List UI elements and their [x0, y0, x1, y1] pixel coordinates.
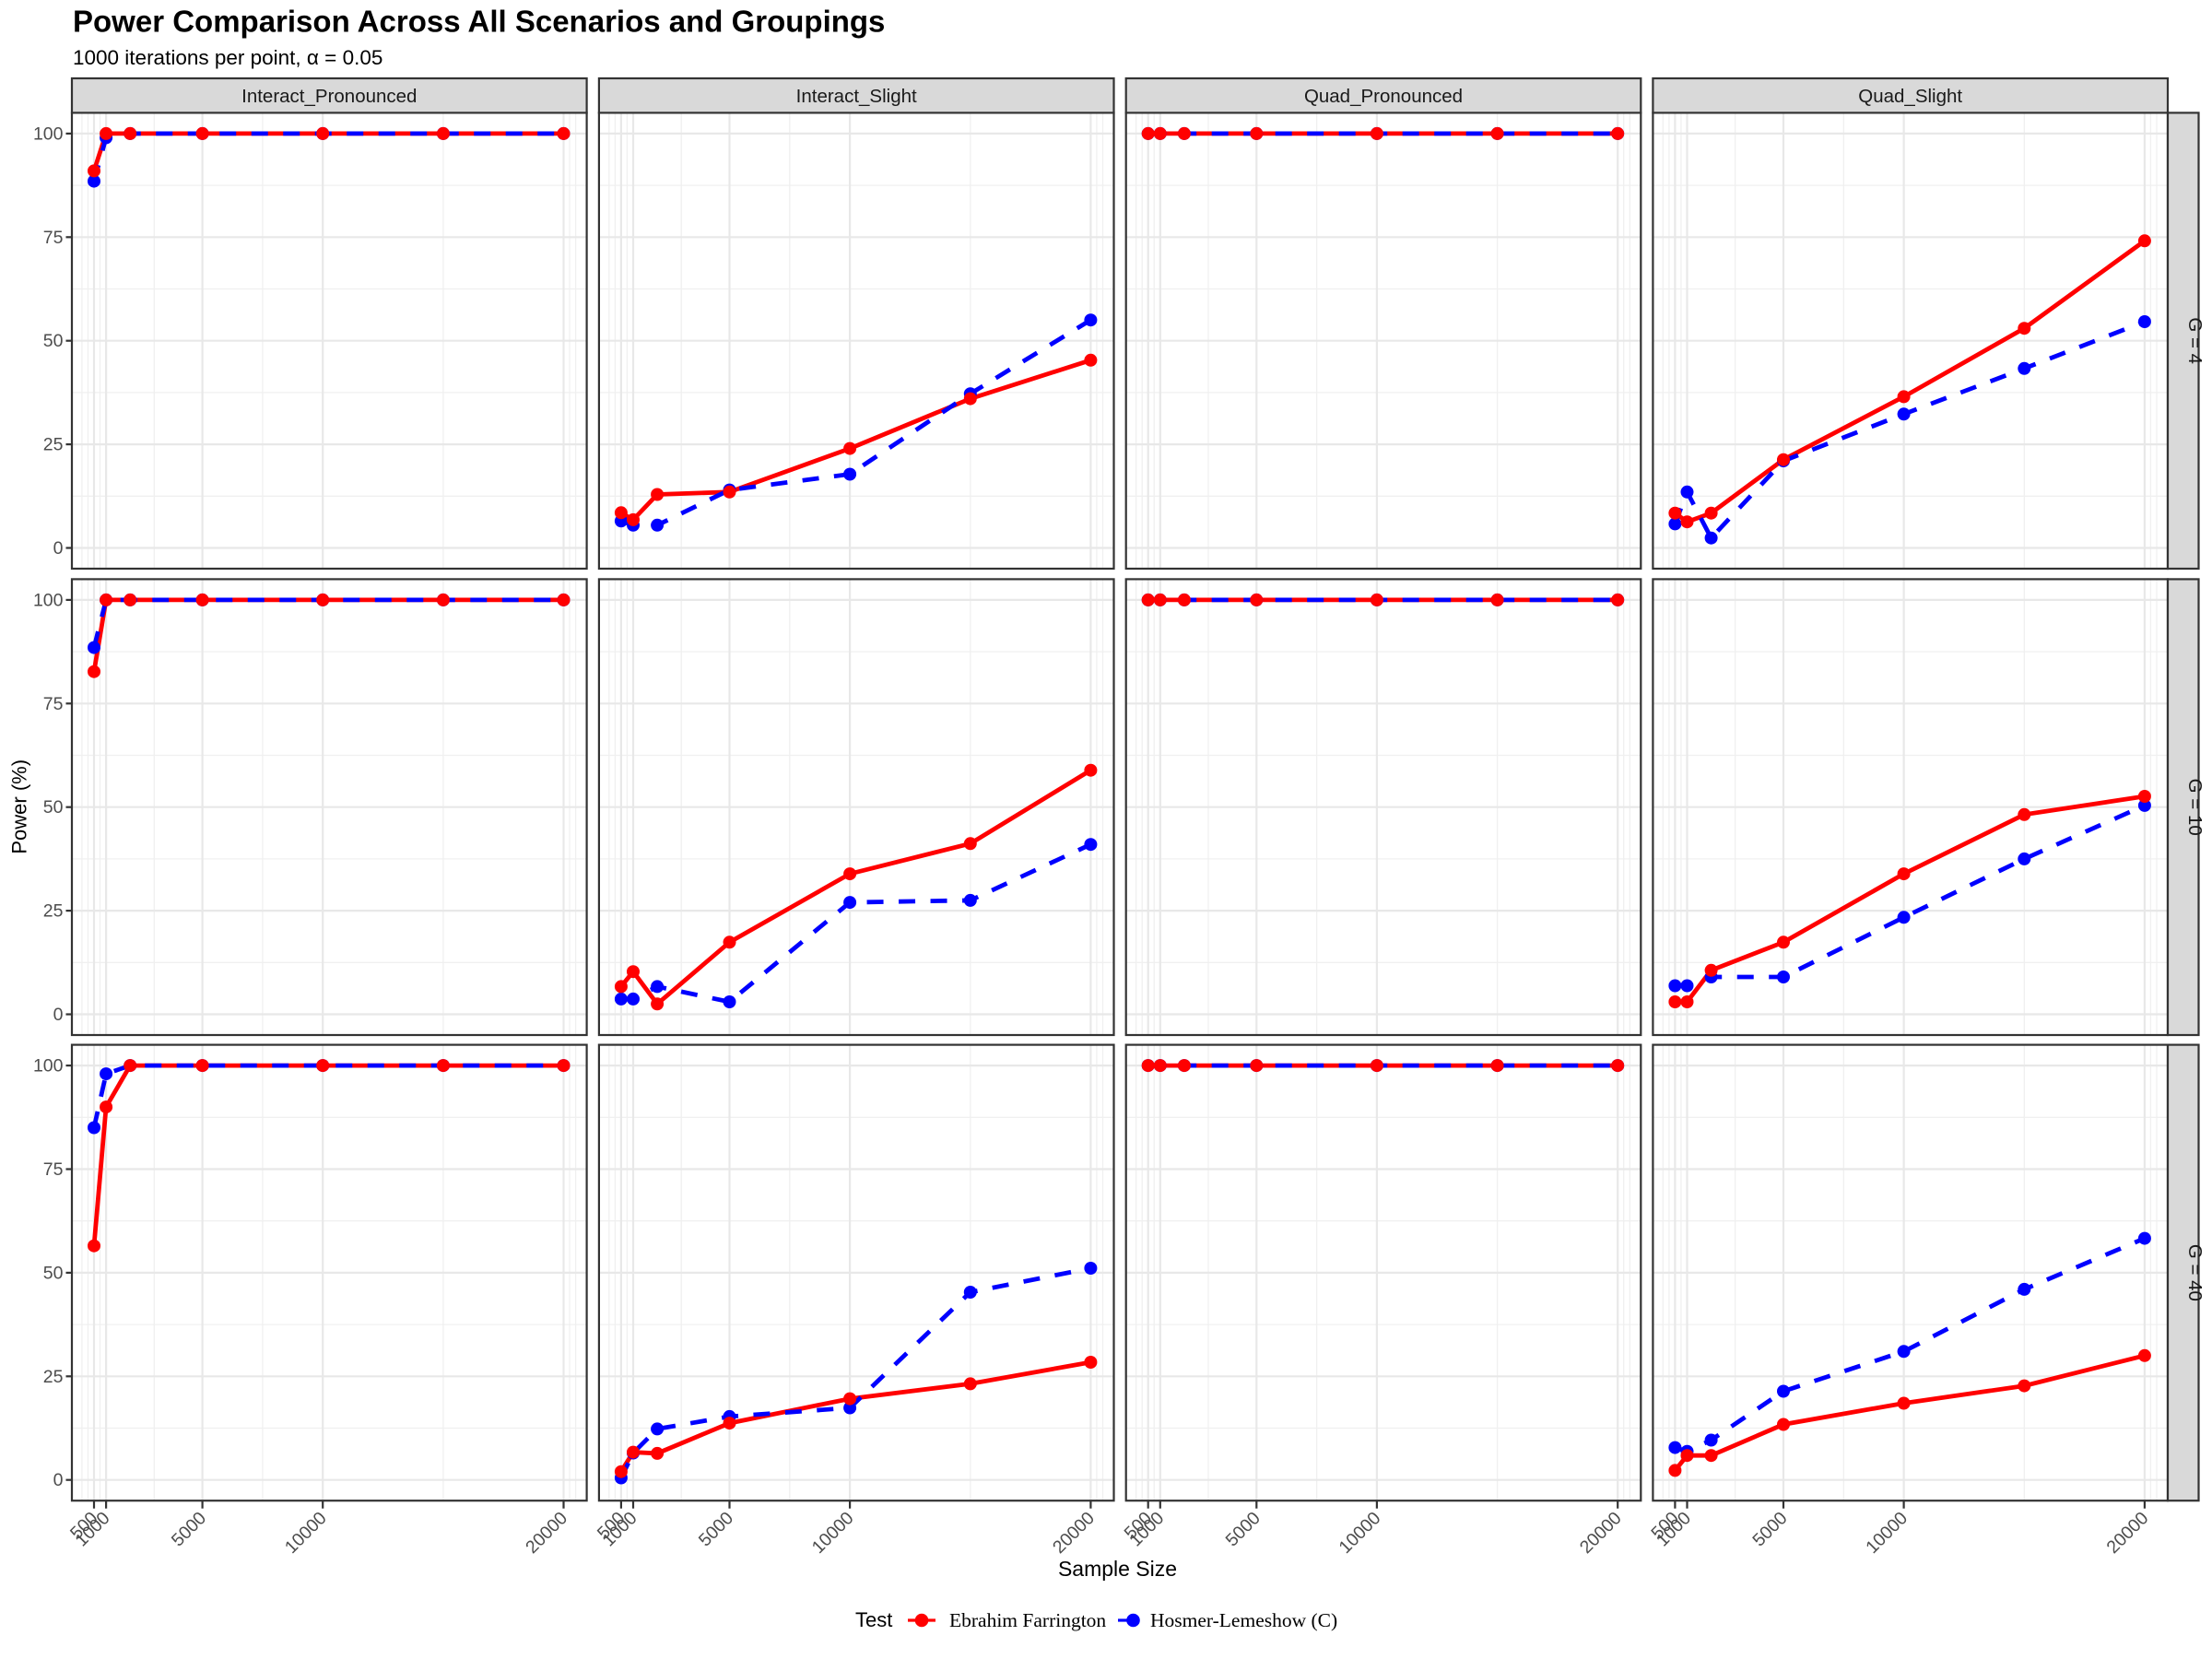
- svg-text:50: 50: [43, 1263, 64, 1283]
- svg-text:100: 100: [33, 590, 64, 610]
- svg-text:Quad_Pronounced: Quad_Pronounced: [1304, 86, 1463, 107]
- svg-text:25: 25: [43, 1367, 64, 1387]
- svg-text:Sample Size: Sample Size: [1058, 1557, 1177, 1581]
- svg-text:1000 iterations per point, α =: 1000 iterations per point, α = 0.05: [73, 46, 382, 69]
- svg-text:100: 100: [33, 124, 64, 144]
- svg-text:Interact_Pronounced: Interact_Pronounced: [241, 86, 417, 107]
- svg-text:Hosmer-Lemeshow (C): Hosmer-Lemeshow (C): [1150, 1609, 1337, 1631]
- svg-text:0: 0: [53, 1005, 64, 1025]
- svg-text:G = 40: G = 40: [2184, 1244, 2206, 1301]
- svg-text:75: 75: [43, 1159, 64, 1180]
- svg-text:0: 0: [53, 1470, 64, 1490]
- svg-text:Power Comparison Across All Sc: Power Comparison Across All Scenarios an…: [73, 5, 885, 39]
- svg-text:50: 50: [43, 797, 64, 818]
- svg-text:100: 100: [33, 1056, 64, 1077]
- svg-text:25: 25: [43, 901, 64, 922]
- svg-text:Test: Test: [855, 1608, 892, 1631]
- svg-text:25: 25: [43, 435, 64, 455]
- svg-text:G = 4: G = 4: [2184, 317, 2206, 364]
- svg-text:75: 75: [43, 694, 64, 714]
- svg-text:0: 0: [53, 538, 64, 559]
- svg-text:75: 75: [43, 228, 64, 248]
- svg-text:G = 10: G = 10: [2184, 779, 2206, 836]
- svg-text:Quad_Slight: Quad_Slight: [1858, 86, 1962, 107]
- svg-text:Ebrahim Farrington: Ebrahim Farrington: [949, 1609, 1106, 1631]
- svg-text:50: 50: [43, 331, 64, 351]
- svg-text:Interact_Slight: Interact_Slight: [796, 86, 917, 107]
- svg-text:Power (%): Power (%): [8, 759, 31, 854]
